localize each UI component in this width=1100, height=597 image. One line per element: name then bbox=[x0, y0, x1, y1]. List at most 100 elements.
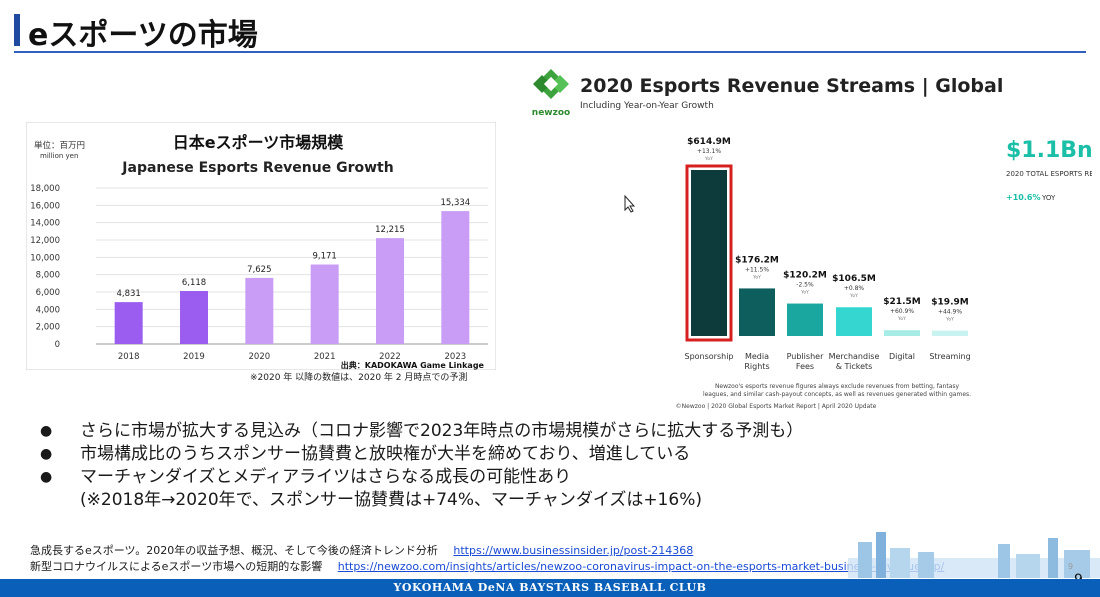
data-label: 9,171 bbox=[312, 252, 336, 262]
growth-label: +0.8% bbox=[844, 285, 865, 292]
yoy-label: YoY bbox=[704, 156, 713, 162]
y-tick-label: 14,000 bbox=[30, 219, 60, 229]
data-label: 4,831 bbox=[116, 289, 140, 299]
bar bbox=[180, 290, 208, 344]
chart-source: 出典：KADOKAWA Game Linkage bbox=[341, 360, 485, 370]
bar bbox=[836, 307, 872, 336]
growth-label: +13.1% bbox=[697, 148, 721, 155]
bullet-dot: ● bbox=[40, 446, 53, 462]
x-tick-label: 2023 bbox=[445, 352, 467, 362]
brand-label: newzoo bbox=[532, 108, 570, 118]
y-tick-label: 18,000 bbox=[30, 184, 60, 194]
source-row: 急成長するeスポーツ。2020年の収益予想、概況、そして今後の経済トレンド分析 … bbox=[30, 543, 944, 559]
data-label: 7,625 bbox=[247, 265, 271, 275]
chart-note: ※2020 年 以降の数値は、2020 年 2 月時点での予測 bbox=[250, 373, 468, 383]
source-label: 急成長するeスポーツ。2020年の収益予想、概況、そして今後の経済トレンド分析 bbox=[30, 544, 438, 557]
bar bbox=[245, 277, 274, 344]
unit-label: 単位：百万円 bbox=[34, 140, 85, 151]
newzoo-logo: newzoo bbox=[532, 69, 570, 118]
bullet-item: ● さらに市場が拡大する見込み（コロナ影響で2023年時点の市場規模がさらに拡大… bbox=[40, 420, 1080, 443]
yoy-label: YoY bbox=[800, 290, 809, 296]
city-skyline-image bbox=[848, 532, 1100, 578]
bar bbox=[441, 211, 470, 344]
total-growth-unit: YOY bbox=[1041, 194, 1056, 202]
growth-label: +44.9% bbox=[938, 309, 962, 316]
japan-revenue-chart: 単位：百万円 million yen 日本eスポーツ市場規模 Japanese … bbox=[26, 122, 496, 370]
x-tick-label: 2022 bbox=[379, 352, 401, 362]
source-label: 新型コロナウイルスによるeスポーツ市場への短期的な影響 bbox=[30, 560, 323, 573]
slide-title: eスポーツの市場 bbox=[28, 18, 258, 53]
yoy-label: YoY bbox=[897, 316, 906, 322]
y-tick-label: 2,000 bbox=[36, 323, 60, 333]
y-tick-label: 0 bbox=[55, 340, 60, 350]
x-tick-label: 2019 bbox=[183, 352, 205, 362]
bullet-dot: ● bbox=[40, 469, 53, 485]
x-tick-label: & Tickets bbox=[836, 362, 873, 371]
unit-label-en: million yen bbox=[40, 152, 78, 160]
yoy-label: YoY bbox=[945, 317, 954, 323]
bar bbox=[114, 302, 143, 344]
bar bbox=[739, 288, 775, 336]
y-tick-label: 10,000 bbox=[30, 253, 60, 263]
bullet-text: (※2018年→2020年で、スポンサー協賛費は+74%、マーチャンダイズは+1… bbox=[80, 490, 702, 510]
total-growth: +10.6% bbox=[1006, 193, 1040, 202]
bar bbox=[310, 264, 339, 344]
bullet-item: ● 市場構成比のうちスポンサー協賛費と放映権が大半を締めており、増進している bbox=[40, 443, 1080, 466]
y-tick-label: 16,000 bbox=[30, 201, 60, 211]
bullet-item: ● マーチャンダイズとメディアライツはさらなる成長の可能性あり bbox=[40, 466, 1080, 489]
growth-label: +11.5% bbox=[745, 266, 769, 273]
global-revenue-chart: newzoo 2020 Esports Revenue Streams | Gl… bbox=[532, 69, 1092, 410]
x-tick-label: Rights bbox=[744, 362, 769, 371]
footer-bar: YOKOHAMA DeNA BAYSTARS BASEBALL CLUB bbox=[0, 579, 1100, 597]
bar bbox=[691, 170, 727, 336]
growth-label: -2.5% bbox=[796, 282, 814, 289]
yoy-label: YoY bbox=[849, 293, 858, 299]
footnote-line-1: Newzoo's esports revenue figures always … bbox=[715, 383, 960, 390]
x-tick-label: Streaming bbox=[929, 352, 970, 361]
yoy-label: YoY bbox=[752, 274, 761, 280]
data-label: $21.5M bbox=[883, 297, 920, 307]
source-link[interactable]: https://newzoo.com/insights/articles/new… bbox=[337, 560, 945, 573]
y-tick-label: 6,000 bbox=[36, 288, 60, 298]
sources: 急成長するeスポーツ。2020年の収益予想、概況、そして今後の経済トレンド分析 … bbox=[30, 543, 944, 575]
chart-credit: ©Newzoo | 2020 Global Esports Market Rep… bbox=[676, 403, 877, 410]
footnote-line-2: leagues, and similar cash-payout concept… bbox=[703, 391, 971, 398]
title-accent-bar bbox=[14, 14, 20, 46]
x-tick-label: Media bbox=[745, 352, 769, 361]
data-label: $19.9M bbox=[931, 298, 968, 308]
chart-subtitle: Including Year-on-Year Growth bbox=[580, 101, 714, 111]
total-label: 2020 TOTAL ESPORTS REVENUES bbox=[1006, 170, 1092, 178]
chart-title: 2020 Esports Revenue Streams | Global bbox=[580, 75, 1003, 97]
y-tick-label: 12,000 bbox=[30, 236, 60, 246]
bar bbox=[787, 303, 823, 336]
growth-label: +60.9% bbox=[890, 308, 914, 315]
bullet-continuation: (※2018年→2020年で、スポンサー協賛費は+74%、マーチャンダイズは+1… bbox=[40, 489, 1080, 512]
y-tick-label: 8,000 bbox=[36, 271, 60, 281]
mouse-pointer-icon bbox=[624, 195, 636, 213]
source-link[interactable]: https://www.businessinsider.jp/post-2143… bbox=[453, 544, 694, 557]
bullet-text: マーチャンダイズとメディアライツはさらなる成長の可能性あり bbox=[80, 467, 572, 487]
x-tick-label: 2021 bbox=[314, 352, 336, 362]
data-label: 12,215 bbox=[375, 225, 405, 235]
bullet-text: さらに市場が拡大する見込み（コロナ影響で2023年時点の市場規模がさらに拡大する… bbox=[80, 421, 804, 441]
x-tick-label: Publisher bbox=[787, 352, 824, 361]
bar bbox=[884, 330, 920, 336]
data-label: 15,334 bbox=[440, 198, 470, 208]
chart-title: 日本eスポーツ市場規模 bbox=[173, 133, 345, 152]
chart-subtitle: Japanese Esports Revenue Growth bbox=[121, 160, 393, 176]
bullet-dot: ● bbox=[40, 423, 53, 439]
data-label: $120.2M bbox=[783, 271, 827, 281]
source-row: 新型コロナウイルスによるeスポーツ市場への短期的な影響 https://newz… bbox=[30, 559, 944, 575]
bar bbox=[376, 238, 404, 344]
total-value: $1.1Bn bbox=[1006, 138, 1092, 163]
x-tick-label: 2020 bbox=[249, 352, 271, 362]
y-tick-label: 4,000 bbox=[36, 305, 60, 315]
bar bbox=[932, 330, 968, 336]
bullet-text: 市場構成比のうちスポンサー協賛費と放映権が大半を締めており、増進している bbox=[80, 444, 691, 464]
title-rule bbox=[14, 51, 1086, 53]
page-number-small: 9 bbox=[1068, 562, 1074, 571]
x-tick-label: Digital bbox=[889, 352, 915, 361]
footer-text: YOKOHAMA DeNA BAYSTARS BASEBALL CLUB bbox=[393, 581, 707, 594]
data-label: $106.5M bbox=[832, 274, 876, 284]
data-label: $176.2M bbox=[735, 255, 779, 265]
